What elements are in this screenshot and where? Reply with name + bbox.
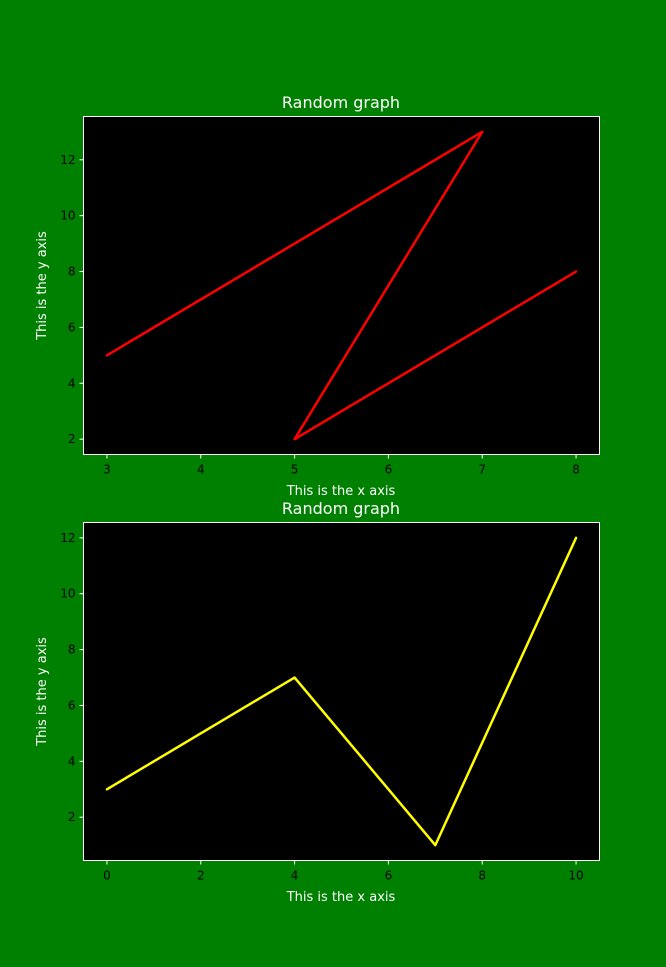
chart-1-y-tick-label: 4 [68, 376, 76, 390]
chart-1-x-tick-label: 4 [197, 463, 205, 477]
chart-1-x-tick-label: 7 [478, 463, 486, 477]
chart-2-y-tick-label: 10 [60, 587, 75, 601]
chart-1: Random graph 3 4 5 6 7 8 2 4 6 8 10 12 This is the… [35, 93, 600, 499]
chart-2-y-tick-label: 4 [68, 754, 76, 768]
chart-1-x-tick-label: 3 [103, 463, 111, 477]
chart-2-series [105, 536, 578, 847]
chart-1-y-tick-label: 10 [60, 209, 75, 223]
chart-1-series [105, 130, 578, 441]
chart-1-y-ticks: 2 4 6 8 10 12 [60, 153, 84, 446]
chart-1-y-tick-label: 2 [68, 432, 76, 446]
chart-2-series-line [105, 536, 578, 847]
chart-2-x-tick-label: 6 [385, 869, 393, 883]
chart-1-x-tick-label: 8 [572, 463, 580, 477]
chart-2-x-tick-label: 4 [291, 869, 299, 883]
chart-2-x-tick-label: 0 [103, 869, 111, 883]
chart-2-y-tick-label: 2 [68, 810, 76, 824]
chart-2-plot-area [83, 522, 600, 861]
chart-2-y-ticks: 2 4 6 8 10 12 [60, 531, 84, 824]
chart-1-y-tick-label: 8 [68, 265, 76, 279]
chart-1-x-ticks: 3 4 5 6 7 8 [103, 454, 580, 477]
chart-1-plot-area [83, 116, 600, 455]
chart-1-x-tick-label: 6 [385, 463, 393, 477]
chart-1-y-tick-label: 6 [68, 320, 76, 334]
chart-1-title: Random graph [282, 93, 400, 112]
chart-1-x-axis-label: This is the x axis [286, 484, 396, 499]
chart-1-x-tick-label: 5 [291, 463, 299, 477]
chart-1-series-line [105, 130, 578, 441]
chart-2: Random graph 0 2 4 6 8 10 2 4 6 8 10 12 This is th… [35, 499, 600, 905]
chart-2-x-axis-label: This is the x axis [286, 890, 396, 905]
chart-2-x-tick-label: 10 [568, 869, 583, 883]
chart-2-x-tick-label: 2 [197, 869, 205, 883]
chart-2-y-tick-label: 8 [68, 643, 76, 657]
chart-2-y-tick-label: 6 [68, 698, 76, 712]
chart-1-y-tick-label: 12 [60, 153, 75, 167]
chart-2-y-axis-label: This is the y axis [35, 637, 50, 747]
chart-2-x-tick-label: 8 [478, 869, 486, 883]
chart-2-x-ticks: 0 2 4 6 8 10 [103, 860, 584, 883]
chart-2-y-tick-label: 12 [60, 531, 75, 545]
chart-2-title: Random graph [282, 499, 400, 518]
chart-1-y-axis-label: This is the y axis [35, 231, 50, 341]
